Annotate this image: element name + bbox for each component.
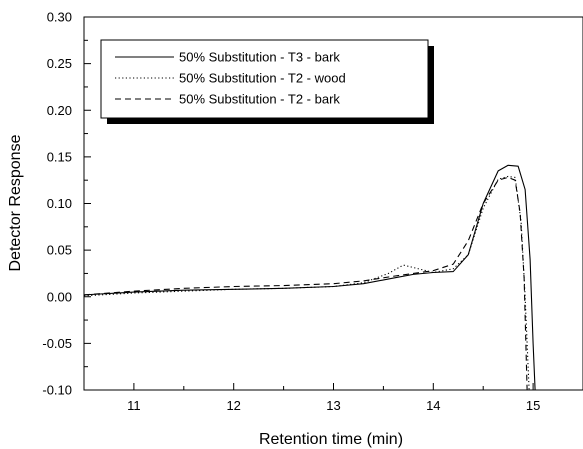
series-line-3 bbox=[84, 176, 528, 390]
legend: 50% Substitution - T3 - bark 50% Substitu… bbox=[100, 39, 434, 124]
x-tick-label: 11 bbox=[127, 398, 141, 413]
y-tick-label: -0.05 bbox=[42, 336, 72, 351]
series-layer bbox=[84, 164, 536, 390]
y-tick-label: 0.10 bbox=[47, 196, 72, 211]
x-tick-label: 14 bbox=[426, 398, 440, 413]
legend-label: 50% Substitution - T2 - bark bbox=[179, 92, 340, 107]
y-tick-label: 0.30 bbox=[47, 10, 72, 25]
x-tick-label: 12 bbox=[226, 398, 240, 413]
x-tick-label: 15 bbox=[526, 398, 540, 413]
legend-label: 50% Substitution - T2 - wood bbox=[179, 71, 346, 86]
x-tick-label: 13 bbox=[326, 398, 340, 413]
legend-box bbox=[100, 39, 429, 119]
series-line-1 bbox=[84, 164, 536, 390]
axes-layer: 11 12 13 14 15 -0.10 -0.05 0.00 0.05 0.10 0.15 0.20… bbox=[42, 10, 583, 413]
x-axis-title: Retention time (min) bbox=[259, 431, 403, 448]
y-axis-title: Detector Response bbox=[7, 134, 24, 271]
y-tick-label: -0.10 bbox=[42, 383, 72, 398]
y-tick-label: 0.20 bbox=[47, 103, 72, 118]
y-tick-label: 0.25 bbox=[47, 56, 72, 71]
y-tick-label: 0.00 bbox=[47, 289, 72, 304]
y-tick-label: 0.05 bbox=[47, 243, 72, 258]
series-line-2 bbox=[84, 175, 530, 390]
legend-label: 50% Substitution - T3 - bark bbox=[179, 50, 340, 65]
y-tick-label: 0.15 bbox=[47, 149, 72, 164]
